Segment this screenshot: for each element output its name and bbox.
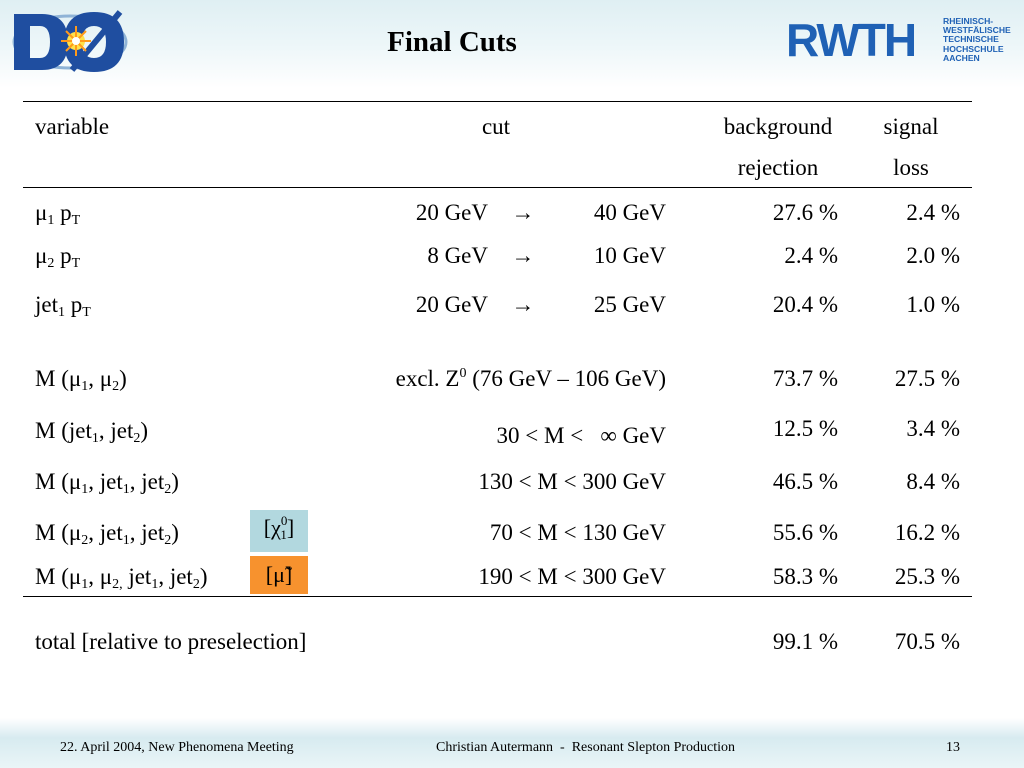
row-variable: M (μ1, jet1, jet2) (35, 469, 179, 497)
row-signal-loss: 8.4 % (906, 469, 960, 494)
row-signal-loss: 1.0 % (906, 292, 960, 317)
header-background-line1: background (723, 114, 833, 139)
total-label: total [relative to preselection] (35, 629, 307, 654)
row-cut: 30 < M < ∞ GeV (496, 423, 666, 448)
row-variable: μ1 pT (35, 200, 81, 228)
table-header-rule (23, 187, 972, 188)
row-cut-to: 25 GeV (593, 292, 666, 317)
row-background-rejection: 58.3 % (772, 564, 838, 589)
arrow-icon: → (511, 292, 535, 317)
row-cut-to: 10 GeV (593, 243, 666, 268)
header-variable: variable (35, 114, 110, 139)
row-signal-loss: 2.0 % (906, 243, 960, 268)
header-band (0, 0, 1024, 88)
rwth-logo-subtitle: RHEINISCH- WESTFÄLISCHE TECHNISCHE HOCHS… (943, 16, 1011, 63)
slide-title: Final Cuts (387, 26, 517, 58)
arrow-icon: → (511, 243, 535, 268)
row-variable: M (μ1, μ2) (35, 366, 127, 394)
row-background-rejection: 73.7 % (772, 366, 838, 391)
total-background-rejection: 99.1 % (772, 629, 838, 654)
row-signal-loss: 2.4 % (906, 200, 960, 225)
row-cut-from: 20 GeV (415, 292, 488, 317)
d0-logo (10, 8, 128, 74)
arrow-icon: → (511, 200, 535, 225)
footer-date-meeting: 22. April 2004, New Phenomena Meeting (60, 740, 294, 755)
header-signal-line1: signal (883, 114, 939, 139)
row-cut-from: 8 GeV (427, 243, 488, 268)
total-signal-loss: 70.5 % (894, 629, 960, 654)
footer-author-talk: Christian Autermann - Resonant Slepton P… (436, 740, 736, 755)
header-background-line2: rejection (737, 155, 819, 180)
row-variable: M (μ1, μ2, jet1, jet2) (35, 564, 208, 592)
row-cut: 130 < M < 300 GeV (478, 469, 666, 494)
table-top-rule (23, 101, 972, 102)
table-bottom-rule (23, 596, 972, 597)
row-background-rejection: 27.6 % (772, 200, 838, 225)
row-variable: M (jet1, jet2) (35, 418, 149, 446)
row-signal-loss: 3.4 % (906, 416, 960, 441)
row-variable: jet1 pT (35, 292, 91, 320)
footer-band (0, 718, 1024, 768)
row-signal-loss: 16.2 % (894, 520, 960, 545)
row-variable: M (μ2, jet1, jet2) (35, 520, 179, 548)
smuon-tag: [μ̃] (250, 556, 308, 594)
header-cut: cut (481, 114, 511, 139)
row-cut: excl. Z0 (76 GeV – 106 GeV) (395, 366, 666, 391)
row-background-rejection: 20.4 % (772, 292, 838, 317)
page-number: 13 (946, 740, 960, 755)
row-background-rejection: 55.6 % (772, 520, 838, 545)
header-signal-line2: loss (893, 155, 929, 180)
row-cut-from: 20 GeV (415, 200, 488, 225)
rwth-logo-letters: RWTH (786, 14, 917, 66)
row-background-rejection: 2.4 % (784, 243, 838, 268)
row-variable: μ2 pT (35, 243, 81, 271)
row-background-rejection: 12.5 % (772, 416, 838, 441)
row-signal-loss: 27.5 % (894, 366, 960, 391)
neutralino-tag: [χ01] (250, 510, 308, 552)
row-signal-loss: 25.3 % (894, 564, 960, 589)
rwth-logo: RWTH RHEINISCH- WESTFÄLISCHE TECHNISCHE … (786, 16, 1018, 64)
row-cut: 190 < M < 300 GeV (478, 564, 666, 589)
row-cut: 70 < M < 130 GeV (489, 520, 666, 545)
row-background-rejection: 46.5 % (772, 469, 838, 494)
row-cut-to: 40 GeV (593, 200, 666, 225)
